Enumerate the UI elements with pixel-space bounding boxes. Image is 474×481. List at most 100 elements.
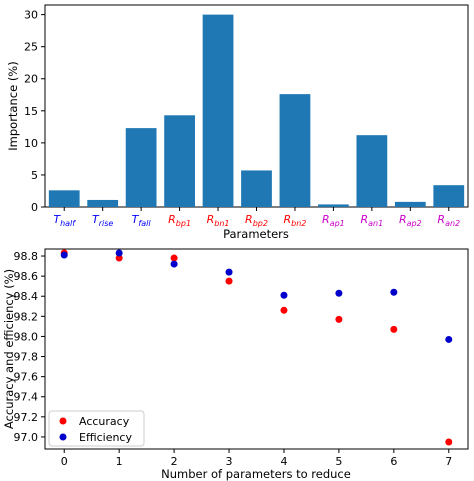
efficiency-point bbox=[390, 288, 398, 296]
efficiency-point bbox=[115, 249, 123, 257]
bottom-x-tick-label: 1 bbox=[116, 455, 123, 468]
tick-label-subscript: half bbox=[60, 219, 76, 228]
efficiency-point bbox=[225, 268, 233, 276]
tick-label-subscript: fall bbox=[138, 219, 151, 228]
bottom-x-ticks: 0 1 2 3 4 5 6 7 bbox=[61, 449, 452, 468]
accuracy-point bbox=[335, 315, 343, 323]
top-x-tick-label: Ran1 bbox=[361, 213, 384, 228]
top-x-tick-label: Rbn1 bbox=[207, 213, 230, 228]
top-x-tick-label: Rbp2 bbox=[245, 213, 268, 228]
top-x-tick-label: Ran2 bbox=[437, 213, 460, 228]
bottom-plot-frame bbox=[44, 248, 469, 450]
tick-label-base: R bbox=[168, 213, 176, 226]
top-y-tick-label: 30 bbox=[24, 9, 38, 22]
bar bbox=[394, 201, 426, 207]
top-x-tick-label: Rbn2 bbox=[284, 213, 307, 228]
legend-label-efficiency: Efficiency bbox=[79, 431, 132, 444]
top-x-tick-label: Rap2 bbox=[399, 213, 422, 228]
tick-label-subscript: bp2 bbox=[253, 219, 268, 228]
tick-label-subscript: bp1 bbox=[176, 219, 191, 228]
top-y-axis-label: Importance (%) bbox=[6, 61, 20, 150]
top-y-tick-label: 15 bbox=[24, 105, 38, 118]
tick-label-base: R bbox=[284, 213, 292, 226]
tick-label-subscript: an1 bbox=[368, 219, 383, 228]
top-y-tick-label: 10 bbox=[24, 137, 38, 150]
top-y-ticks: 0 5 10 15 20 25 30 bbox=[24, 9, 45, 214]
tick-label-subscript: ap2 bbox=[407, 219, 422, 228]
bottom-points bbox=[60, 249, 453, 446]
legend-frame bbox=[48, 410, 145, 447]
bottom-x-tick-label: 5 bbox=[335, 455, 342, 468]
accuracy-point bbox=[170, 254, 178, 262]
bar bbox=[164, 115, 195, 207]
tick-label-base: R bbox=[399, 213, 407, 226]
accuracy-point bbox=[225, 277, 233, 285]
legend-label-accuracy: Accuracy bbox=[79, 415, 130, 428]
accuracy-efficiency-scatter-chart: 97.0 97.2 97.4 97.6 97.8 98.0 98.2 98.4 98.6 98.8… bbox=[2, 248, 469, 481]
legend-marker-accuracy bbox=[59, 417, 67, 425]
top-x-axis-label: Parameters bbox=[223, 227, 289, 241]
bottom-y-tick-label: 97.4 bbox=[14, 391, 39, 404]
tick-label-subscript: an2 bbox=[445, 219, 460, 228]
top-y-tick-label: 25 bbox=[24, 41, 38, 54]
top-y-tick-label: 0 bbox=[31, 201, 38, 214]
accuracy-point bbox=[445, 438, 453, 446]
bottom-y-tick-label: 98.2 bbox=[14, 310, 39, 323]
tick-label-base: R bbox=[207, 213, 215, 226]
bottom-x-tick-label: 7 bbox=[445, 455, 452, 468]
top-x-ticks: Thalf Trise Tfall Rbp1 Rbn1 Rbp2 Rbn2 Rap1 Ran1 R… bbox=[53, 207, 460, 228]
tick-label-base: T bbox=[53, 213, 61, 226]
bottom-y-tick-label: 98.0 bbox=[14, 330, 39, 343]
efficiency-point bbox=[170, 260, 178, 268]
tick-label-base: T bbox=[92, 213, 100, 226]
tick-label-subscript: ap1 bbox=[330, 219, 345, 228]
accuracy-point bbox=[280, 306, 288, 314]
bar bbox=[433, 185, 465, 207]
tick-label-subscript: rise bbox=[99, 219, 114, 228]
efficiency-point bbox=[335, 289, 343, 297]
bottom-y-tick-label: 97.2 bbox=[14, 411, 39, 424]
tick-label-subscript: bn2 bbox=[291, 219, 306, 228]
efficiency-point bbox=[280, 291, 288, 299]
bar bbox=[279, 94, 311, 207]
bottom-x-tick-label: 0 bbox=[61, 455, 68, 468]
top-y-tick-label: 5 bbox=[31, 169, 38, 182]
bottom-x-tick-label: 2 bbox=[171, 455, 178, 468]
bar bbox=[87, 199, 119, 207]
top-x-tick-label: Tfall bbox=[132, 213, 152, 228]
legend-marker-efficiency bbox=[59, 433, 67, 441]
bottom-y-axis-label: Accuracy and efficiency (%) bbox=[2, 269, 16, 429]
bottom-y-ticks: 97.0 97.2 97.4 97.6 97.8 98.0 98.2 98.4 98.6 98.8 bbox=[14, 250, 45, 444]
bottom-y-tick-label: 97.8 bbox=[14, 351, 39, 364]
bottom-y-tick-label: 98.4 bbox=[14, 290, 39, 303]
bottom-x-tick-label: 6 bbox=[390, 455, 397, 468]
tick-label-base: R bbox=[322, 213, 330, 226]
bottom-y-tick-label: 97.6 bbox=[14, 371, 39, 384]
bottom-y-tick-label: 98.6 bbox=[14, 270, 39, 283]
top-x-tick-label: Thalf bbox=[53, 213, 76, 228]
bottom-y-tick-label: 97.0 bbox=[14, 431, 39, 444]
tick-label-base: T bbox=[132, 213, 140, 226]
bottom-x-tick-label: 3 bbox=[226, 455, 233, 468]
tick-label-subscript: bn1 bbox=[214, 219, 229, 228]
efficiency-point bbox=[445, 335, 453, 343]
top-y-tick-label: 20 bbox=[24, 73, 38, 86]
bar bbox=[318, 204, 349, 207]
accuracy-point bbox=[390, 325, 398, 333]
top-x-tick-label: Rap1 bbox=[322, 213, 345, 228]
bar bbox=[48, 190, 80, 207]
bar bbox=[202, 14, 234, 207]
top-bars bbox=[48, 14, 465, 207]
efficiency-point bbox=[60, 251, 68, 259]
bar bbox=[356, 135, 388, 207]
bottom-y-tick-label: 98.8 bbox=[14, 250, 39, 263]
tick-label-base: R bbox=[437, 213, 445, 226]
bottom-x-axis-label: Number of parameters to reduce bbox=[161, 467, 351, 481]
tick-label-base: R bbox=[361, 213, 369, 226]
bar bbox=[125, 128, 157, 207]
bottom-x-tick-label: 4 bbox=[280, 455, 287, 468]
bar bbox=[241, 170, 272, 207]
tick-label-base: R bbox=[245, 213, 253, 226]
